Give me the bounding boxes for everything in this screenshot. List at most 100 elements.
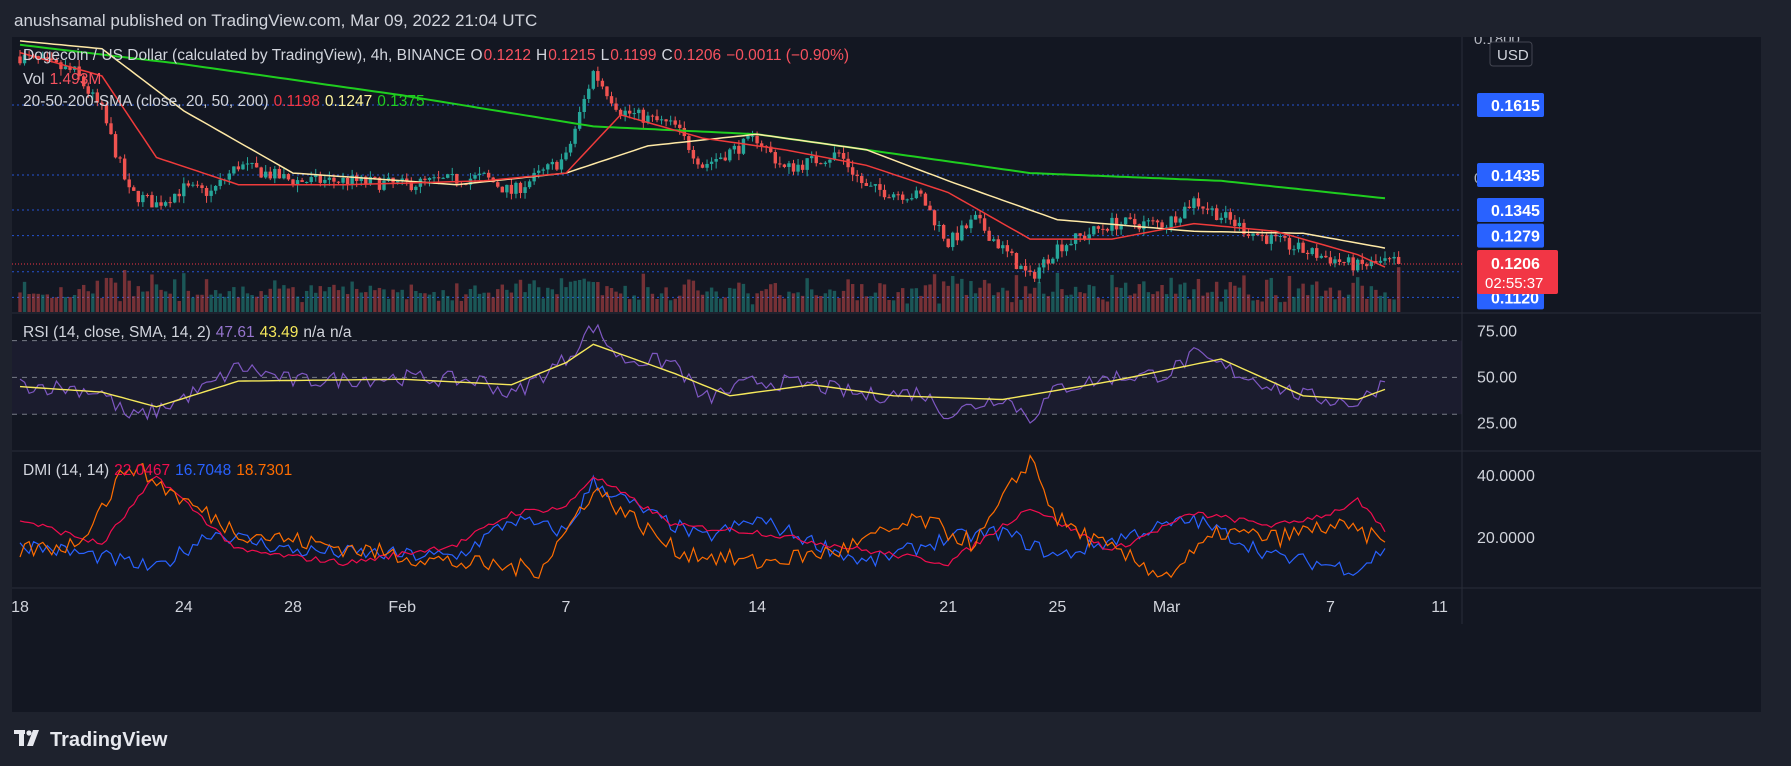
candle-body xyxy=(63,66,68,70)
candle-body xyxy=(805,158,809,170)
volume-bar xyxy=(914,288,919,312)
candle-body xyxy=(1378,260,1383,263)
candle-body xyxy=(1292,249,1296,251)
candle-body xyxy=(951,232,955,248)
candle-body xyxy=(800,164,805,170)
volume-bar xyxy=(1064,295,1069,312)
rsi-ma-line xyxy=(19,343,1386,408)
volume-bar xyxy=(104,277,109,312)
price-level-tag-label: 0.1120 xyxy=(1491,290,1539,307)
chart-canvas[interactable]: 0.18000.1400USD0.16150.14350.13450.12790… xyxy=(12,37,1761,712)
volume-bar xyxy=(832,290,837,312)
tradingview-logo[interactable]: TradingView xyxy=(14,729,167,752)
candle-body xyxy=(254,162,259,168)
volume-bar xyxy=(596,282,600,312)
candle-body xyxy=(1219,217,1223,221)
volume-bar xyxy=(304,290,309,312)
price-level-tag xyxy=(1477,163,1544,187)
candle-body xyxy=(441,177,445,179)
time-axis-tick: 7 xyxy=(1326,599,1335,616)
candle-body xyxy=(755,135,759,144)
ohlc-o-value: 0.1212 xyxy=(483,47,532,64)
volume-bar xyxy=(186,290,191,312)
candle-body xyxy=(95,92,100,103)
candle-body xyxy=(1360,259,1364,265)
candle-body xyxy=(245,163,250,165)
candle-body xyxy=(45,57,49,59)
candle-body xyxy=(86,86,90,94)
candle-body xyxy=(159,202,163,206)
candle-body xyxy=(1251,233,1255,236)
volume-bar xyxy=(1087,284,1091,312)
volume-bar xyxy=(723,297,727,312)
candle-body xyxy=(1060,244,1064,252)
sma-label[interactable]: 20-50-200-SMA (close, 20, 50, 200) xyxy=(23,93,269,110)
candle-body xyxy=(573,128,577,144)
candle-body xyxy=(291,179,295,186)
candle-body xyxy=(318,174,322,183)
candle-body xyxy=(1342,262,1346,264)
candle-body xyxy=(1037,267,1041,279)
volume-bar xyxy=(623,285,627,312)
volume-bar xyxy=(1378,295,1383,312)
volume-bar xyxy=(195,294,200,312)
sma20-value: 0.1198 xyxy=(273,93,320,110)
volume-bar xyxy=(996,292,1000,312)
volume-bar xyxy=(573,280,577,312)
candle-body xyxy=(300,180,304,183)
candle-body xyxy=(336,181,341,183)
volume-bar xyxy=(314,292,318,312)
candle-body xyxy=(395,180,400,183)
candle-body xyxy=(600,80,605,87)
volume-bar xyxy=(405,299,409,312)
candle-body xyxy=(782,164,787,167)
candle-body xyxy=(978,214,982,219)
symbol-label[interactable]: Dogecoin / US Dollar (calculated by Trad… xyxy=(23,47,466,64)
candle-body xyxy=(1123,217,1128,225)
ohlc-c-value: 0.1206 xyxy=(673,47,722,64)
volume-bar xyxy=(964,294,969,312)
volume-bar xyxy=(1123,282,1128,312)
candle-body xyxy=(646,115,650,123)
volume-label[interactable]: Vol xyxy=(23,71,45,88)
volume-bar xyxy=(1142,281,1146,312)
candle-body xyxy=(1119,224,1123,230)
candle-body xyxy=(659,119,664,121)
ohlc-h-label: H xyxy=(536,47,548,64)
volume-bar xyxy=(1174,293,1178,312)
candle-body xyxy=(54,59,59,63)
volume-bar xyxy=(145,291,150,312)
price-level-tag xyxy=(1477,223,1544,248)
candle-body xyxy=(828,159,832,163)
volume-bar xyxy=(36,293,40,312)
time-axis-tick: 7 xyxy=(562,599,571,616)
volume-bar xyxy=(159,289,163,312)
candle-body xyxy=(546,164,550,170)
dmi-value-2: 16.7048 xyxy=(175,462,232,479)
volume-bar xyxy=(1328,287,1333,312)
rsi-na-1: n/a xyxy=(303,324,325,341)
price-level-tag-label: 0.1435 xyxy=(1491,168,1540,185)
volume-bar xyxy=(318,286,322,312)
candle-body xyxy=(705,163,709,168)
volume-bar xyxy=(946,285,950,312)
chart-frame[interactable]: 0.18000.1400USD0.16150.14350.13450.12790… xyxy=(12,37,1761,712)
volume-value: 1.493M xyxy=(49,71,102,88)
volume-bar xyxy=(550,289,555,312)
candle-body xyxy=(723,157,727,161)
candle-body xyxy=(823,162,828,164)
candle-body xyxy=(122,158,127,180)
dmi-label[interactable]: DMI (14, 14) xyxy=(23,462,110,479)
rsi-label[interactable]: RSI (14, close, SMA, 14, 2) xyxy=(23,324,211,341)
volume-bar xyxy=(1333,299,1337,312)
candle-body xyxy=(678,124,682,128)
candle-body xyxy=(1128,217,1132,219)
volume-bar xyxy=(436,300,441,312)
candle-body xyxy=(946,238,950,248)
candle-body xyxy=(359,176,363,181)
volume-bar xyxy=(1005,290,1010,312)
candle-body xyxy=(932,210,937,226)
last-price-label: 0.1206 xyxy=(1491,256,1540,273)
candle-body xyxy=(204,187,209,196)
volume-bar xyxy=(941,281,946,312)
